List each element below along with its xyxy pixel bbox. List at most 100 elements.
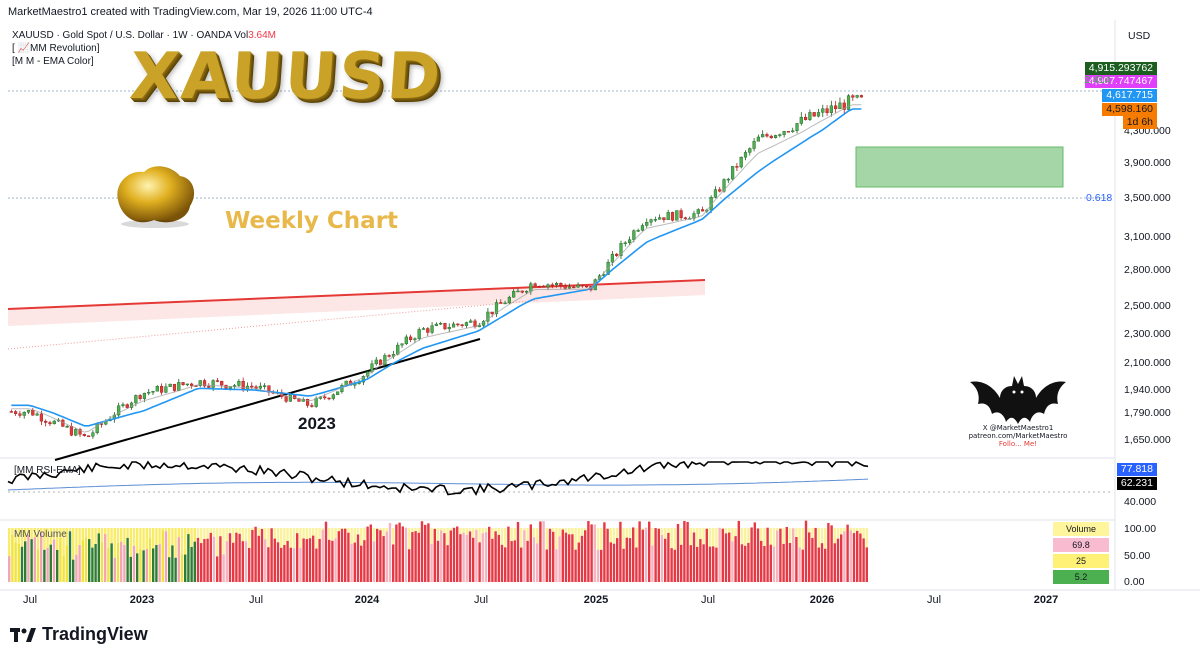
- candle-body: [434, 323, 438, 326]
- candle-body: [615, 253, 619, 256]
- volume-bar-bg: [852, 528, 856, 534]
- volume-bar: [369, 524, 372, 582]
- volume-bar: [360, 545, 363, 582]
- volume-bar: [449, 530, 452, 582]
- volume-bar-bg: [734, 528, 737, 537]
- volume-bar: [120, 541, 123, 582]
- volume-bar-bg: [219, 528, 222, 537]
- volume-bar-bg: [129, 528, 132, 557]
- volume-bar-bg: [344, 528, 347, 529]
- candle-body: [838, 102, 842, 110]
- candle-body: [524, 291, 529, 293]
- volume-bar: [609, 542, 612, 582]
- fib-label-0618: 0.618: [1086, 192, 1113, 204]
- volume-bar: [753, 522, 756, 582]
- candle-body: [572, 286, 576, 289]
- volume-bar-bg: [670, 528, 673, 549]
- candle-body: [82, 433, 86, 436]
- volume-bar: [334, 538, 337, 582]
- resistance-channel: [8, 280, 705, 326]
- volume-bar: [862, 538, 865, 582]
- volume-bar: [846, 524, 849, 582]
- volume-bar: [420, 521, 424, 582]
- volume-bar-bg: [68, 528, 72, 532]
- volume-bar-bg: [635, 528, 638, 548]
- volume-bar: [763, 545, 766, 582]
- volume-bar: [827, 522, 830, 582]
- volume-bar: [244, 541, 248, 582]
- volume-bar: [331, 540, 334, 582]
- volume-bar-bg: [91, 528, 94, 548]
- indicator-revolution[interactable]: [ 📈MM Revolution]: [12, 43, 100, 54]
- volume-bar: [644, 527, 648, 582]
- volume-bar-bg: [8, 528, 11, 557]
- candle-body: [761, 134, 765, 138]
- volume-bar: [494, 531, 497, 582]
- candle-body: [559, 283, 563, 286]
- volume-bar-bg: [123, 528, 126, 545]
- volume-bar-bg: [49, 528, 52, 545]
- volume-bar: [209, 532, 212, 582]
- candle-body: [825, 108, 829, 113]
- symbol-description: XAUUSD · Gold Spot / U.S. Dollar · 1W · …: [12, 30, 232, 41]
- volume-bar-bg: [286, 528, 289, 541]
- volume-bar-bg: [17, 528, 20, 544]
- volume-bar: [715, 547, 718, 582]
- volume-bar-bg: [430, 528, 433, 545]
- volume-bar-bg: [190, 528, 193, 547]
- candle-body: [9, 411, 13, 413]
- volume-bar: [248, 548, 251, 582]
- volume-bar-bg: [24, 528, 27, 542]
- candle-body: [310, 405, 314, 407]
- rsi-legend[interactable]: [MM RSI-EMA]: [14, 465, 81, 476]
- volume-bar-bg: [824, 528, 827, 549]
- volume-bar: [779, 528, 782, 582]
- volume-bar-bg: [523, 528, 526, 531]
- volume-bar: [843, 531, 846, 582]
- volume-bar-bg: [347, 528, 350, 533]
- symbol-line[interactable]: XAUUSD · Gold Spot / U.S. Dollar · 1W · …: [12, 29, 276, 42]
- volume-bar: [529, 524, 532, 582]
- volume-bar-bg: [788, 528, 792, 543]
- candle-body: [138, 395, 142, 399]
- volume-bar-bg: [702, 528, 705, 545]
- footer-logo[interactable]: TradingView: [10, 624, 148, 645]
- volume-bar-bg: [801, 528, 804, 550]
- volume-bar: [142, 550, 145, 582]
- volume-bar-bg: [584, 528, 587, 531]
- candle-body: [22, 412, 26, 416]
- volume-bar: [94, 544, 97, 582]
- volume-bar: [702, 544, 705, 582]
- volume-bar-bg: [40, 528, 43, 532]
- volume-bar: [363, 540, 366, 582]
- volume-bar: [548, 528, 552, 582]
- candle-body: [640, 225, 645, 231]
- volume-bar-bg: [302, 528, 305, 539]
- volume-legend[interactable]: MM Volume: [14, 529, 67, 540]
- volume-bar: [318, 538, 321, 582]
- candle-body: [610, 253, 614, 263]
- volume-bar: [788, 542, 792, 582]
- candle-body: [409, 336, 413, 341]
- candle-body: [700, 209, 705, 212]
- currency-label[interactable]: USD: [1128, 30, 1151, 42]
- volume-table-high: 69.8: [1053, 538, 1109, 552]
- volume-bar: [270, 528, 273, 582]
- volume-bar-bg: [673, 528, 676, 550]
- volume-bar: [315, 548, 318, 582]
- volume-bar-bg: [382, 528, 385, 537]
- candle-body: [336, 391, 340, 395]
- volume-bar: [353, 542, 356, 582]
- volume-bar: [708, 546, 712, 582]
- volume-bar-bg: [296, 528, 299, 534]
- year-annotation: 2023: [298, 414, 336, 433]
- volume-bar-bg: [705, 528, 708, 529]
- volume-bar-bg: [139, 528, 142, 550]
- indicator-ema-color[interactable]: [M M - EMA Color]: [12, 56, 94, 67]
- main-pane-legend: XAUUSD · Gold Spot / U.S. Dollar · 1W · …: [12, 29, 276, 68]
- volume-bar: [123, 544, 126, 582]
- volume-bar: [113, 557, 116, 582]
- volume-bar: [414, 531, 417, 582]
- volume-bar-bg: [315, 528, 318, 549]
